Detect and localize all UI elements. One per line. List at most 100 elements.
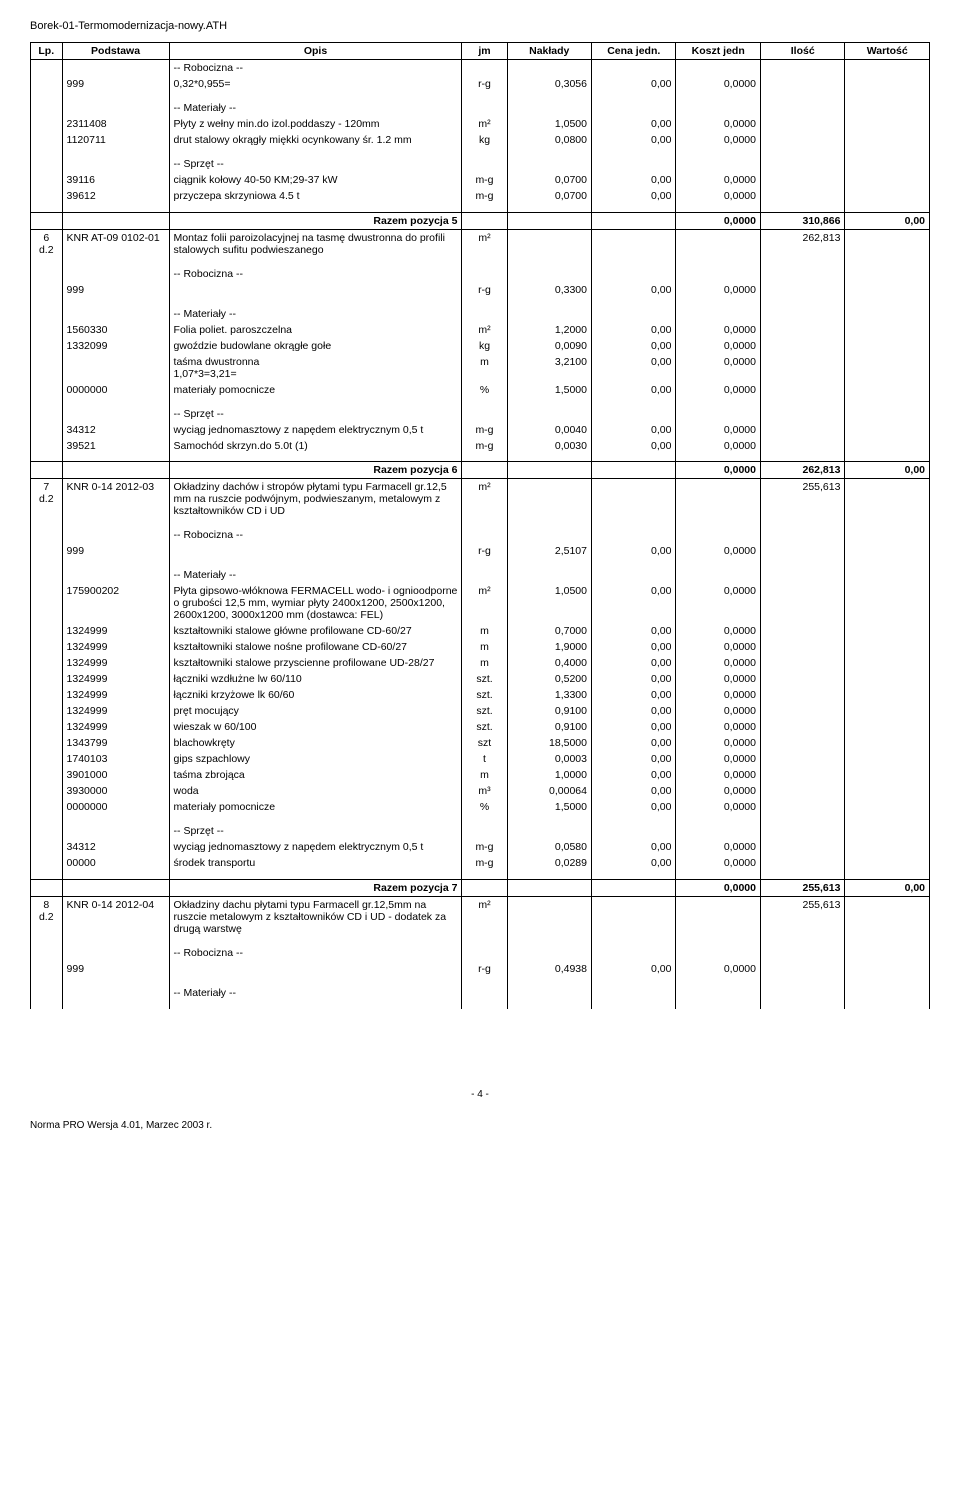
jm-cell: kg — [462, 338, 507, 354]
koszt-cell: 0,0000 — [676, 282, 760, 298]
razem-label: Razem pozycja 5 — [169, 212, 462, 229]
opis-header-cell: Montaz folii paroizolacyjnej na tasmę dw… — [169, 229, 462, 258]
naklady-cell: 1,5000 — [507, 799, 591, 815]
naklady-cell: 0,0090 — [507, 338, 591, 354]
code-cell: 999 — [62, 961, 169, 977]
jm-cell: szt. — [462, 703, 507, 719]
group-label: -- Sprzęt -- — [169, 823, 462, 839]
jm-cell: m² — [462, 583, 507, 623]
opis-cell: gwoździe budowlane okrągłe gołe — [169, 338, 462, 354]
table-row: 39521Samochód skrzyn.do 5.0t (1)m-g0,003… — [31, 438, 930, 454]
code-cell: 0000000 — [62, 382, 169, 398]
naklady-cell: 1,5000 — [507, 382, 591, 398]
podstawa-cell: KNR 0-14 2012-04 — [62, 896, 169, 937]
cena-cell: 0,00 — [592, 422, 676, 438]
col-cena: Cena jedn. — [592, 43, 676, 60]
koszt-cell: 0,0000 — [676, 322, 760, 338]
code-cell: 3930000 — [62, 783, 169, 799]
koszt-cell: 0,0000 — [676, 839, 760, 855]
opis-cell: Płyty z wełny min.do izol.poddaszy - 120… — [169, 116, 462, 132]
naklady-cell: 0,3300 — [507, 282, 591, 298]
table-row — [31, 454, 930, 462]
table-row: 999r-g0,33000,000,0000 — [31, 282, 930, 298]
lp-cell: 8d.2 — [31, 896, 63, 937]
jm-cell: szt. — [462, 719, 507, 735]
code-cell: 999 — [62, 282, 169, 298]
document-title: Borek-01-Termomodernizacja-nowy.ATH — [30, 20, 930, 32]
naklady-cell: 1,0000 — [507, 767, 591, 783]
opis-cell: Płyta gipsowo-włóknowa FERMACELL wodo- i… — [169, 583, 462, 623]
naklady-cell: 1,3300 — [507, 687, 591, 703]
table-row: 1324999łączniki krzyżowe lk 60/60szt.1,3… — [31, 687, 930, 703]
cena-cell: 0,00 — [592, 855, 676, 871]
koszt-cell: 0,0000 — [676, 583, 760, 623]
koszt-cell: 0,0000 — [676, 703, 760, 719]
ilosc-cell: 255,613 — [760, 896, 844, 937]
table-row: -- Sprzęt -- — [31, 406, 930, 422]
razem-label: Razem pozycja 7 — [169, 879, 462, 896]
koszt-cell: 0,0000 — [676, 655, 760, 671]
koszt-cell: 0,0000 — [676, 132, 760, 148]
group-label: -- Robocizna -- — [169, 527, 462, 543]
opis-cell: ciągnik kołowy 40-50 KM;29-37 kW — [169, 172, 462, 188]
koszt-cell: 0,0000 — [676, 422, 760, 438]
naklady-cell: 0,4000 — [507, 655, 591, 671]
jm-cell: szt — [462, 735, 507, 751]
code-cell: 0000000 — [62, 799, 169, 815]
code-cell: 1324999 — [62, 703, 169, 719]
opis-cell: 0,32*0,955= — [169, 76, 462, 92]
naklady-cell: 0,00064 — [507, 783, 591, 799]
table-row: -- Materiały -- — [31, 985, 930, 1001]
naklady-cell: 0,4938 — [507, 961, 591, 977]
table-row: -- Materiały -- — [31, 100, 930, 116]
jm-cell: szt. — [462, 687, 507, 703]
code-cell: 39612 — [62, 188, 169, 204]
jm-cell: szt. — [462, 671, 507, 687]
razem-koszt: 0,0000 — [676, 212, 760, 229]
jm-cell: m² — [462, 479, 507, 520]
jm-cell: m² — [462, 896, 507, 937]
cena-cell: 0,00 — [592, 655, 676, 671]
opis-cell: kształtowniki stalowe główne profilowane… — [169, 623, 462, 639]
table-row: 175900202Płyta gipsowo-włóknowa FERMACEL… — [31, 583, 930, 623]
table-row: 2311408Płyty z wełny min.do izol.poddasz… — [31, 116, 930, 132]
table-row: 39116ciągnik kołowy 40-50 KM;29-37 kWm-g… — [31, 172, 930, 188]
opis-cell: przyczepa skrzyniowa 4.5 t — [169, 188, 462, 204]
naklady-cell: 1,0500 — [507, 583, 591, 623]
table-row: 1120711drut stalowy okrągły miękki ocynk… — [31, 132, 930, 148]
naklady-cell: 0,0800 — [507, 132, 591, 148]
table-row: 6d.2KNR AT-09 0102-01Montaz folii paroiz… — [31, 229, 930, 258]
col-ilosc: Ilość — [760, 43, 844, 60]
naklady-cell: 1,0500 — [507, 116, 591, 132]
header-row: Lp. Podstawa Opis jm Nakłady Cena jedn. … — [31, 43, 930, 60]
code-cell: 1332099 — [62, 338, 169, 354]
table-row: 0000000materiały pomocnicze%1,50000,000,… — [31, 799, 930, 815]
podstawa-cell: KNR 0-14 2012-03 — [62, 479, 169, 520]
page-number: - 4 - — [30, 1089, 930, 1100]
opis-cell: materiały pomocnicze — [169, 382, 462, 398]
table-row — [31, 815, 930, 823]
jm-cell: m² — [462, 229, 507, 258]
group-label: -- Materiały -- — [169, 100, 462, 116]
table-row: 1332099gwoździe budowlane okrągłe gołekg… — [31, 338, 930, 354]
table-row: -- Robocizna -- — [31, 945, 930, 961]
table-row: 39612przyczepa skrzyniowa 4.5 tm-g0,0700… — [31, 188, 930, 204]
podstawa-cell: KNR AT-09 0102-01 — [62, 229, 169, 258]
table-row — [31, 937, 930, 945]
table-row — [31, 92, 930, 100]
razem-wartosc: 0,00 — [845, 879, 930, 896]
opis-cell: taśma zbrojąca — [169, 767, 462, 783]
cena-cell: 0,00 — [592, 438, 676, 454]
opis-cell: łączniki wzdłużne lw 60/110 — [169, 671, 462, 687]
table-row: 999r-g2,51070,000,0000 — [31, 543, 930, 559]
code-cell: 3901000 — [62, 767, 169, 783]
razem-ilosc: 262,813 — [760, 462, 844, 479]
naklady-cell: 0,7000 — [507, 623, 591, 639]
cena-cell: 0,00 — [592, 132, 676, 148]
koszt-cell: 0,0000 — [676, 671, 760, 687]
naklady-cell: 0,0700 — [507, 188, 591, 204]
code-cell: 00000 — [62, 855, 169, 871]
koszt-cell: 0,0000 — [676, 116, 760, 132]
razem-ilosc: 255,613 — [760, 879, 844, 896]
jm-cell: m-g — [462, 172, 507, 188]
